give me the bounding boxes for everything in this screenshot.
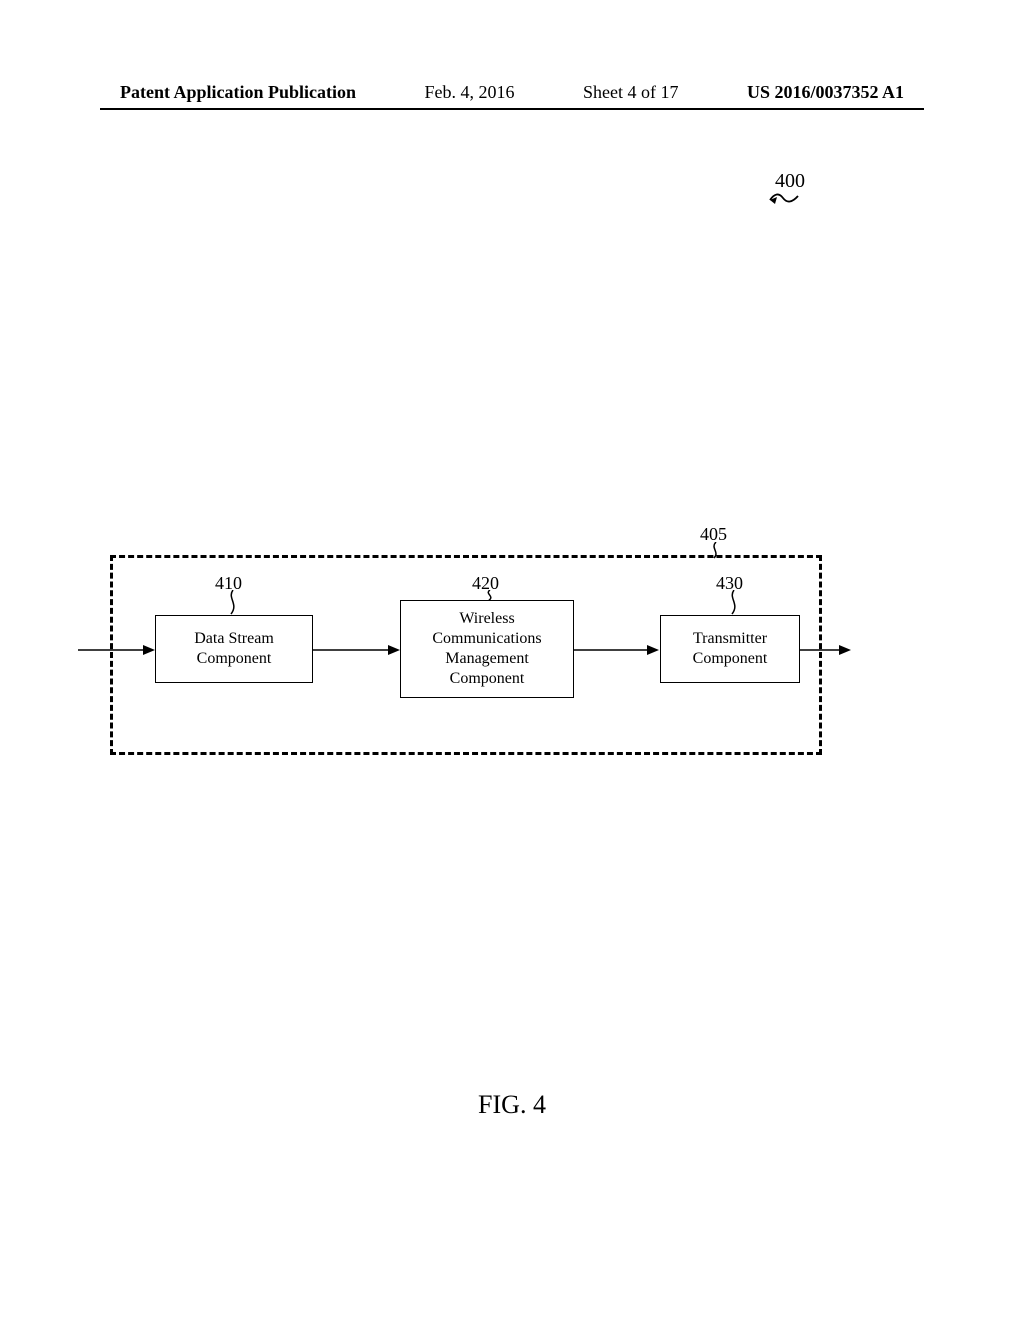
sheet-label: Sheet 4 of 17 xyxy=(583,82,678,103)
box-data-stream-component: Data Stream Component xyxy=(155,615,313,683)
publication-label: Patent Application Publication xyxy=(120,82,356,103)
box1-line1: Data Stream xyxy=(194,629,274,649)
arrow-1-2-icon xyxy=(313,640,403,660)
box2-line3: Management xyxy=(445,649,529,669)
arrow-out-icon xyxy=(800,640,854,660)
publication-number: US 2016/0037352 A1 xyxy=(747,82,904,103)
header-rule xyxy=(100,108,924,110)
publication-date: Feb. 4, 2016 xyxy=(425,82,515,103)
box1-line2: Component xyxy=(197,649,272,669)
arrow-in-icon xyxy=(78,640,158,660)
box-wireless-comm-mgmt-component: Wireless Communications Management Compo… xyxy=(400,600,574,698)
arrow-2-3-icon xyxy=(574,640,664,660)
ref-430-leader-icon xyxy=(726,590,742,616)
box2-line1: Wireless xyxy=(459,609,514,629)
box2-line4: Component xyxy=(450,669,525,689)
box3-line1: Transmitter xyxy=(693,629,767,649)
box2-line2: Communications xyxy=(432,629,541,649)
page-header: Patent Application Publication Feb. 4, 2… xyxy=(0,82,1024,103)
box3-line2: Component xyxy=(693,649,768,669)
ref-410-leader-icon xyxy=(225,590,241,616)
ref-400-leader-icon xyxy=(768,188,802,208)
box-transmitter-component: Transmitter Component xyxy=(660,615,800,683)
figure-caption: FIG. 4 xyxy=(0,1090,1024,1120)
